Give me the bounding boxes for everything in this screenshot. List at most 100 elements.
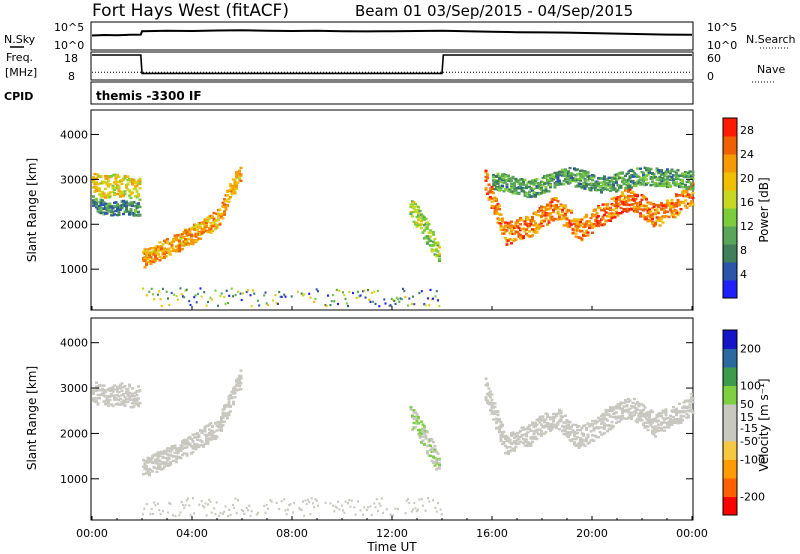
frequency-panel-frame <box>90 51 694 81</box>
scatter-point <box>525 228 528 231</box>
scatter-point <box>592 429 596 432</box>
scatter-point <box>223 210 226 213</box>
scatter-point <box>658 216 662 220</box>
scatter-point <box>538 223 542 226</box>
scatter-point <box>129 193 133 196</box>
scatter-point <box>675 407 678 410</box>
scatter-point <box>205 438 208 441</box>
scatter-point <box>495 208 498 211</box>
scatter-point <box>651 410 654 413</box>
scatter-point <box>649 424 653 427</box>
ground-scatter-point <box>357 500 359 503</box>
ground-scatter-point <box>317 290 319 293</box>
scatter-point <box>574 180 578 183</box>
scatter-point <box>621 210 624 214</box>
scatter-point <box>622 405 626 408</box>
ground-scatter-point <box>435 510 438 513</box>
ground-scatter-point <box>432 297 434 300</box>
ground-scatter-point <box>313 300 316 303</box>
scatter-point <box>585 215 588 218</box>
scatter-point <box>649 183 653 187</box>
scatter-point <box>507 437 510 440</box>
scatter-point <box>565 419 569 422</box>
scatter-point <box>529 182 533 185</box>
colorbar-segment <box>723 208 737 227</box>
scatter-point <box>529 223 533 226</box>
scatter-point <box>227 402 231 406</box>
scatter-point <box>534 435 537 439</box>
scatter-point <box>114 209 118 213</box>
scatter-point <box>570 209 573 212</box>
scatter-point <box>224 208 228 211</box>
cpid-value: themis -3300 IF <box>96 89 202 103</box>
scatter-point <box>426 240 429 244</box>
scatter-point <box>595 212 599 215</box>
scatter-point <box>414 208 417 212</box>
scatter-point <box>561 210 564 214</box>
colorbar-segment <box>723 478 737 497</box>
scatter-point <box>498 177 501 180</box>
scatter-point <box>134 397 137 400</box>
colorbar-tick-label: 16 <box>740 196 754 209</box>
scatter-point <box>691 397 695 400</box>
scatter-point <box>619 401 623 404</box>
scatter-point <box>158 465 162 468</box>
scatter-point <box>637 414 641 418</box>
station-title: Fort Hays West (fitACF) <box>92 1 289 21</box>
scatter-point <box>547 189 551 193</box>
ground-scatter-point <box>237 499 239 502</box>
scatter-point <box>649 210 653 213</box>
scatter-point <box>505 243 509 246</box>
scatter-point <box>636 167 639 170</box>
scatter-point <box>418 428 422 432</box>
ground-scatter-point <box>223 295 226 299</box>
ground-scatter-point <box>330 300 333 303</box>
scatter-point <box>646 173 650 176</box>
scatter-point <box>654 435 657 438</box>
scatter-point <box>435 247 438 251</box>
scatter-point <box>640 410 644 413</box>
scatter-point <box>148 253 151 257</box>
ground-scatter-point <box>437 299 439 302</box>
scatter-point <box>520 218 524 222</box>
scatter-point <box>621 410 624 413</box>
scatter-point <box>612 188 615 192</box>
scatter-point <box>187 243 190 247</box>
scatter-point <box>196 238 199 242</box>
ground-scatter-point <box>377 509 379 513</box>
scatter-point <box>175 455 178 458</box>
scatter-point <box>166 462 169 465</box>
scatter-point <box>646 410 650 414</box>
scatter-point <box>487 391 491 395</box>
ground-scatter-point <box>180 501 183 504</box>
scatter-point <box>93 182 97 186</box>
scatter-point <box>499 420 503 424</box>
scatter-point <box>538 421 542 424</box>
scatter-point <box>436 244 440 247</box>
ground-scatter-point <box>342 509 344 512</box>
scatter-point <box>131 191 134 194</box>
scatter-point <box>176 238 180 241</box>
scatter-point <box>505 439 509 443</box>
scatter-point <box>169 250 172 253</box>
scatter-point <box>579 179 582 182</box>
scatter-point <box>531 234 534 237</box>
colorbar-segment <box>723 348 737 368</box>
scatter-point <box>423 427 426 431</box>
scatter-point <box>537 214 540 217</box>
scatter-point <box>95 177 98 180</box>
scatter-point <box>414 426 417 429</box>
scatter-point <box>646 181 650 185</box>
scatter-point <box>205 221 208 224</box>
scatter-point <box>199 233 202 236</box>
ground-scatter-point <box>410 510 413 513</box>
scatter-point <box>95 202 98 205</box>
scatter-point <box>541 424 545 428</box>
scatter-point <box>215 429 219 432</box>
scatter-point <box>627 411 630 414</box>
scatter-point <box>600 191 603 194</box>
scatter-point <box>532 224 536 227</box>
scatter-point <box>504 175 507 178</box>
scatter-point <box>546 415 549 419</box>
scatter-point <box>579 221 582 224</box>
